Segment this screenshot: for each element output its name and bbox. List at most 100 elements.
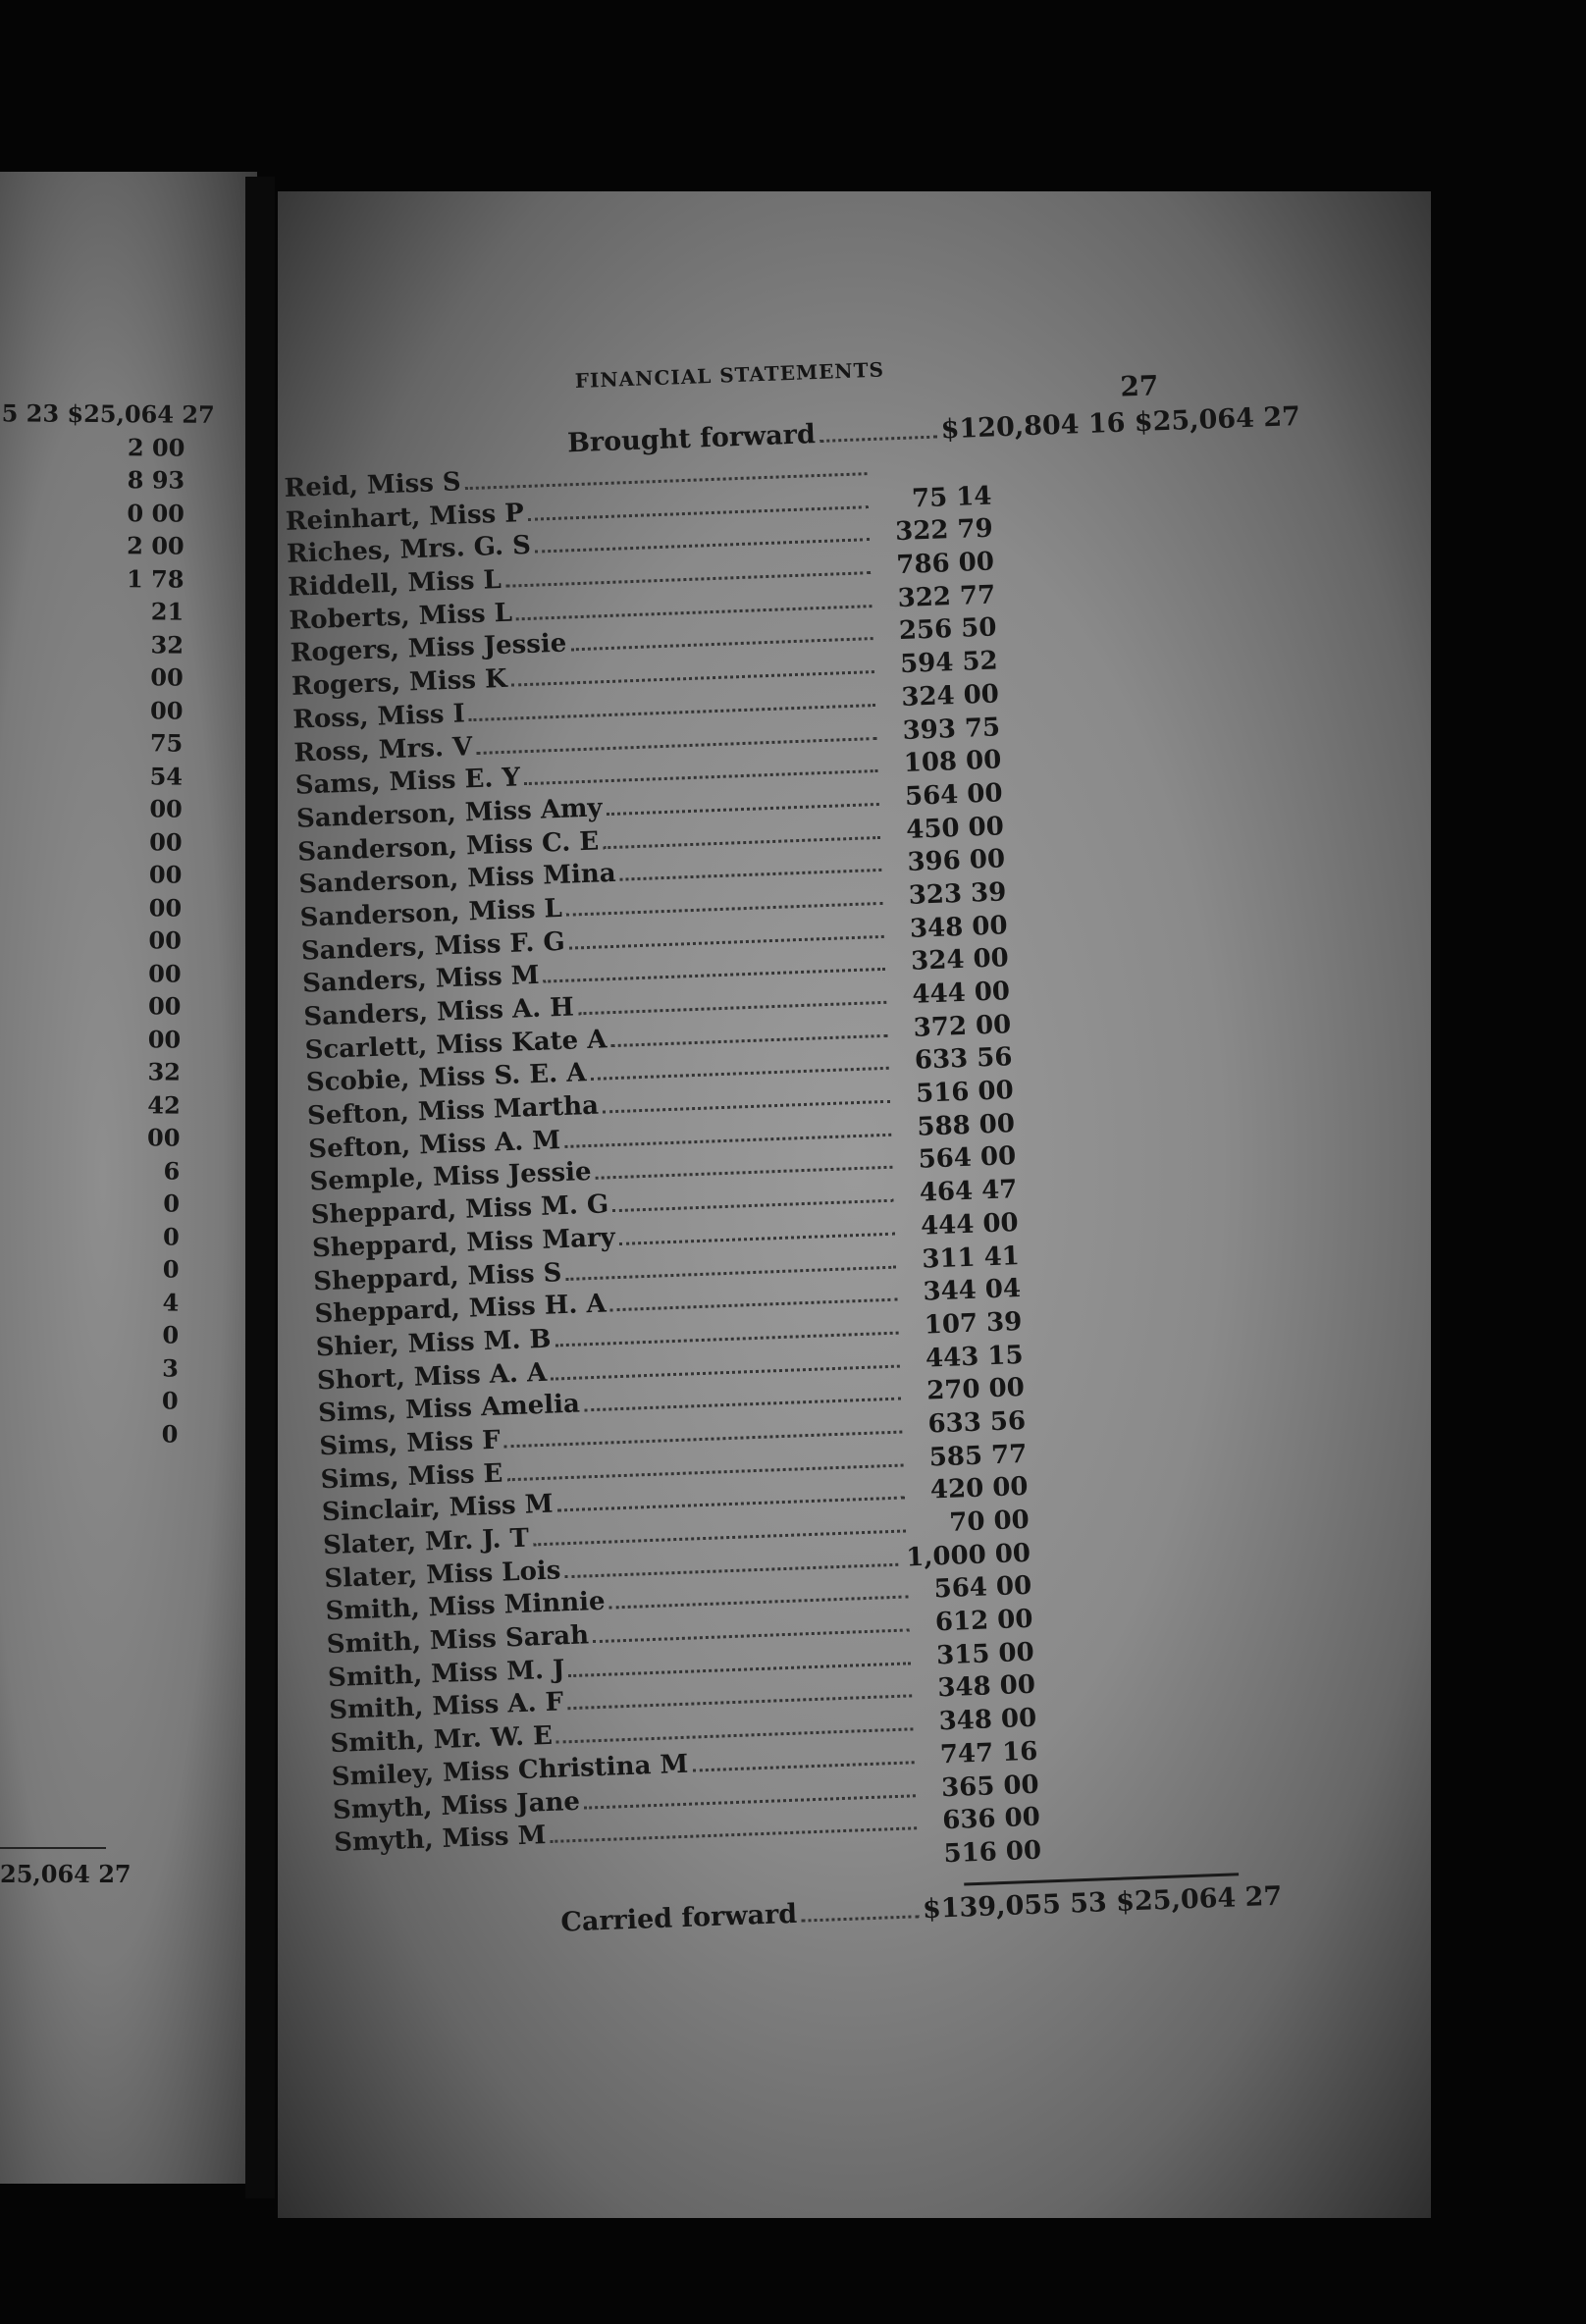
total-column xyxy=(1010,993,1187,1000)
amount: 786 00 xyxy=(895,547,995,581)
dot-leader xyxy=(619,869,882,881)
page-number: 27 xyxy=(1119,369,1160,403)
dot-leader xyxy=(535,538,871,555)
left-page-fragment: 2 00 xyxy=(127,531,185,560)
amount: 108 00 xyxy=(903,745,1002,779)
amount: 516 00 xyxy=(943,1835,1042,1870)
amount: 324 00 xyxy=(910,943,1010,977)
amount: 612 00 xyxy=(934,1604,1033,1638)
amount: 324 00 xyxy=(900,679,1000,713)
amount: 420 00 xyxy=(929,1472,1030,1505)
amount: 107 39 xyxy=(924,1306,1023,1341)
amount xyxy=(875,471,991,475)
left-page-rule xyxy=(0,1847,106,1849)
total-column xyxy=(1031,1555,1207,1561)
dot-leader xyxy=(565,1265,897,1281)
carried-forward-label: Carried forward xyxy=(559,1898,798,1938)
page-content: FINANCIAL STATEMENTS 27 Brought forward $… xyxy=(281,347,1300,1969)
dot-leader xyxy=(801,1915,920,1923)
total-column xyxy=(1011,1026,1188,1032)
amount: 311 41 xyxy=(921,1241,1021,1275)
amount: 344 04 xyxy=(923,1274,1022,1307)
amount: 365 00 xyxy=(940,1769,1040,1803)
dot-leader xyxy=(504,571,872,588)
dot-leader xyxy=(533,1529,907,1547)
amount: 588 00 xyxy=(916,1108,1016,1142)
dot-leader xyxy=(564,1562,899,1578)
left-page-fragment: 6 xyxy=(163,1156,181,1186)
dot-leader xyxy=(543,968,886,983)
total-column xyxy=(1021,1291,1197,1297)
dot-leader xyxy=(567,1694,913,1711)
total-column xyxy=(998,662,1175,669)
dot-leader xyxy=(692,1761,915,1772)
total-column xyxy=(1038,1753,1215,1760)
total-column xyxy=(993,530,1170,537)
amount: 594 52 xyxy=(899,646,999,680)
total-column xyxy=(1023,1323,1199,1330)
dot-leader xyxy=(603,1099,891,1114)
amount: 464 47 xyxy=(919,1175,1018,1208)
payee-name: Ross, Mrs. V xyxy=(293,731,473,768)
dot-leader xyxy=(606,802,879,817)
dot-leader xyxy=(577,1000,887,1016)
amount: 564 00 xyxy=(904,778,1004,812)
left-page-fragment: 0 xyxy=(163,1188,181,1218)
total-column xyxy=(1016,1158,1192,1165)
left-page-fragment: 00 xyxy=(149,826,183,857)
dot-leader xyxy=(618,1232,895,1245)
dot-leader xyxy=(510,670,874,687)
total-column xyxy=(1003,795,1180,802)
dot-leader xyxy=(564,1133,892,1148)
left-page-fragment: 4 xyxy=(162,1288,180,1317)
left-page-fragment: 00 xyxy=(147,1024,182,1054)
dot-leader xyxy=(595,1166,893,1181)
total-column xyxy=(999,696,1176,703)
payee-name: Ross, Miss I xyxy=(291,699,466,735)
amount: 443 15 xyxy=(925,1340,1025,1374)
dot-leader xyxy=(568,934,884,950)
amount: 564 00 xyxy=(918,1141,1017,1176)
ledger-rows: Reid, Miss S Reinhart, Miss P 75 14 Riches,… xyxy=(284,442,1218,1895)
amount: 633 56 xyxy=(914,1042,1013,1077)
total-column xyxy=(1028,1455,1204,1462)
dot-leader xyxy=(590,1067,889,1082)
total-column xyxy=(1014,1092,1190,1099)
payee-name: Sims, Miss E xyxy=(320,1458,503,1495)
left-page-fragment: 0 xyxy=(162,1320,180,1349)
left-page-fragment: 54 xyxy=(149,761,184,791)
dot-leader xyxy=(819,435,938,443)
left-page-fragment: 0 xyxy=(162,1222,180,1251)
amount: 322 77 xyxy=(897,580,996,613)
total-column xyxy=(1026,1422,1202,1429)
total-column xyxy=(1040,1819,1217,1825)
amount: 585 77 xyxy=(928,1439,1028,1473)
dot-leader xyxy=(583,1397,902,1412)
amount: 396 00 xyxy=(907,844,1006,878)
payee-name: Reid, Miss S xyxy=(284,467,462,503)
left-page-fragment: 00 xyxy=(150,662,184,692)
left-page-column: 5 23 $25,064 27 2 00 8 93 0 00 2 00 1 78 21 32… xyxy=(0,396,215,1450)
amount: 70 00 xyxy=(948,1505,1031,1538)
left-page-total: 25,064 27 xyxy=(0,1860,132,1888)
total-column xyxy=(995,597,1172,604)
amount: 348 00 xyxy=(936,1670,1036,1704)
left-page-fragment: 32 xyxy=(150,629,185,660)
brought-forward-amount: $120,804 16 xyxy=(940,407,1127,446)
amount: 633 56 xyxy=(927,1405,1027,1440)
total-column xyxy=(1020,1257,1196,1264)
amount: 636 00 xyxy=(941,1802,1041,1836)
total-column xyxy=(1008,926,1185,933)
amount: 256 50 xyxy=(898,612,997,647)
left-page-fragment: 00 xyxy=(148,892,183,923)
amount: 323 39 xyxy=(908,877,1007,911)
dot-leader xyxy=(555,1331,899,1347)
amount: 348 00 xyxy=(909,910,1009,944)
amount: 747 16 xyxy=(939,1736,1038,1770)
dot-leader xyxy=(556,1496,905,1512)
total-column xyxy=(992,498,1169,504)
left-page-fragment: 3 xyxy=(162,1353,179,1383)
left-page-fragment: 42 xyxy=(147,1089,181,1120)
amount: 444 00 xyxy=(911,977,1011,1010)
dot-leader xyxy=(565,901,883,917)
